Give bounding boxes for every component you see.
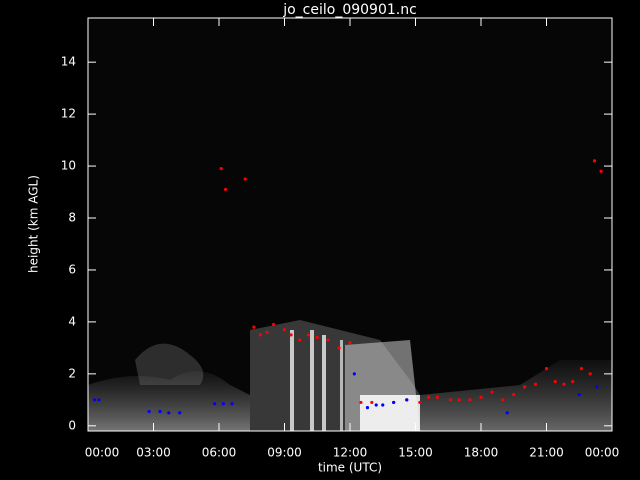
y-axis-label: height (km AGL) bbox=[27, 175, 41, 273]
y-tick-label: 8 bbox=[68, 211, 76, 225]
point bbox=[479, 395, 483, 399]
point bbox=[359, 400, 363, 405]
x-tick-label: 15:00 bbox=[398, 446, 433, 460]
point bbox=[92, 398, 97, 402]
point bbox=[544, 367, 549, 371]
x-tick-label: 00:00 bbox=[585, 446, 620, 460]
point bbox=[167, 411, 171, 415]
point bbox=[348, 341, 352, 345]
point bbox=[337, 346, 341, 350]
y-tick-label: 4 bbox=[68, 314, 76, 328]
point bbox=[97, 398, 101, 402]
x-axis-label: time (UTC) bbox=[318, 461, 382, 475]
x-tick-label: 12:00 bbox=[333, 446, 368, 460]
x-tick-label: 18:00 bbox=[464, 446, 499, 460]
point bbox=[370, 400, 374, 405]
x-tick-label: 06:00 bbox=[202, 446, 237, 460]
point bbox=[213, 402, 217, 406]
point bbox=[468, 398, 472, 402]
point bbox=[418, 400, 422, 405]
point bbox=[158, 409, 162, 414]
point bbox=[577, 393, 581, 397]
point bbox=[595, 385, 599, 389]
point bbox=[592, 159, 597, 163]
point bbox=[427, 395, 431, 399]
point bbox=[512, 393, 516, 397]
y-tick-label: 12 bbox=[61, 107, 76, 121]
y-tick-label: 6 bbox=[68, 262, 76, 276]
point bbox=[381, 403, 385, 407]
point bbox=[147, 409, 151, 414]
backscatter-background bbox=[88, 320, 612, 431]
point bbox=[448, 398, 453, 402]
point bbox=[533, 382, 538, 386]
point bbox=[374, 403, 378, 407]
point bbox=[326, 338, 330, 342]
y-tick-label: 2 bbox=[68, 366, 76, 380]
point bbox=[490, 390, 494, 394]
chart-title: jo_ceilo_090901.nc bbox=[282, 2, 417, 18]
point bbox=[219, 167, 223, 171]
point bbox=[298, 338, 302, 342]
point bbox=[523, 385, 527, 389]
point bbox=[243, 177, 247, 181]
point bbox=[221, 402, 225, 406]
point bbox=[315, 335, 319, 340]
point bbox=[501, 398, 505, 402]
x-tick-label: 00:00 bbox=[85, 446, 120, 460]
point bbox=[435, 395, 439, 399]
point bbox=[265, 330, 269, 334]
point bbox=[553, 380, 557, 384]
y-tick-label: 0 bbox=[68, 418, 76, 432]
point bbox=[289, 333, 293, 337]
point bbox=[457, 398, 461, 402]
point bbox=[405, 398, 409, 402]
y-tick-label: 10 bbox=[61, 159, 76, 173]
point bbox=[352, 372, 356, 376]
x-tick-label: 09:00 bbox=[267, 446, 302, 460]
point bbox=[258, 333, 263, 337]
point bbox=[505, 411, 509, 415]
y-tick-label: 14 bbox=[61, 55, 76, 69]
point bbox=[599, 169, 603, 173]
point bbox=[282, 328, 287, 332]
point bbox=[223, 187, 228, 192]
point bbox=[579, 367, 584, 371]
point bbox=[306, 333, 311, 337]
point bbox=[271, 322, 276, 327]
point bbox=[178, 411, 182, 415]
x-tick-label: 03:00 bbox=[136, 446, 171, 460]
point bbox=[562, 382, 566, 386]
point bbox=[252, 325, 256, 329]
point bbox=[230, 402, 234, 406]
point bbox=[365, 406, 370, 410]
point bbox=[571, 380, 575, 384]
point bbox=[588, 372, 592, 376]
x-tick-label: 21:00 bbox=[529, 446, 564, 460]
point bbox=[392, 400, 396, 405]
